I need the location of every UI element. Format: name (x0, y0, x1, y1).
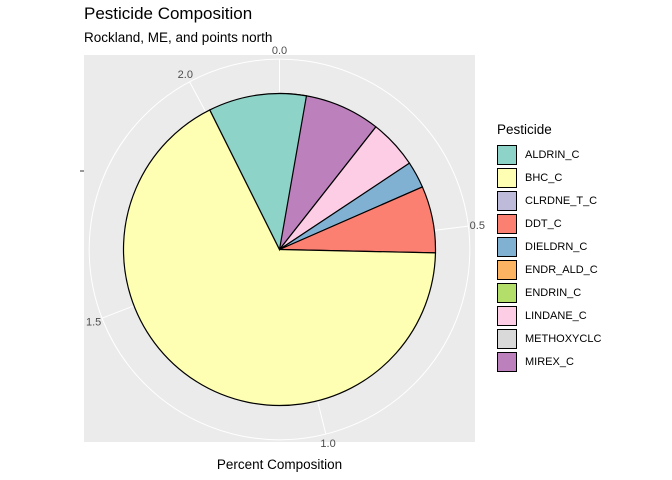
legend-key (497, 259, 517, 280)
tick-label: 1.5 (86, 316, 101, 328)
legend-label: ENDRIN_C (525, 286, 582, 299)
grid-circle (88, 58, 471, 441)
chart-title: Pesticide Composition (84, 4, 253, 23)
legend-item: LINDANE_C (497, 304, 601, 327)
legend-label: MIREX_C (525, 355, 574, 368)
legend-key (497, 351, 517, 372)
legend-key (497, 282, 517, 303)
legend-items: ALDRIN_C BHC_C CLRDNE_T_C DDT_C DIELDRN_C END… (497, 143, 601, 373)
legend: Pesticide ALDRIN_C BHC_C CLRDNE_T_C DDT_C DI… (497, 122, 601, 373)
tick-label: 0.0 (272, 45, 287, 57)
tick-labels: 0.0 0.5 1.0 1.5 2.0 (86, 45, 485, 450)
tick-label: 2.0 (178, 69, 193, 81)
legend-label: DIELDRN_C (525, 240, 588, 253)
legend-key (497, 213, 517, 234)
x-axis-label: Percent Composition (217, 457, 342, 472)
pie-slices (122, 92, 437, 407)
legend-label: METHOXYCLC (525, 332, 602, 345)
legend-item: ALDRIN_C (497, 143, 601, 166)
legend-item: BHC_C (497, 166, 601, 189)
pie-slice-bhc-c (122, 109, 437, 407)
legend-label: CLRDNE_T_C (525, 194, 598, 207)
chart-subtitle: Rockland, ME, and points north (84, 30, 273, 45)
legend-item: ENDRIN_C (497, 281, 601, 304)
legend-key (497, 190, 517, 211)
legend-item: ENDR_ALD_C (497, 258, 601, 281)
legend-key (497, 305, 517, 326)
legend-item: DDT_C (497, 212, 601, 235)
legend-item: METHOXYCLC (497, 327, 601, 350)
legend-label: ALDRIN_C (525, 148, 580, 161)
legend-label: ENDR_ALD_C (525, 263, 598, 276)
legend-label: BHC_C (525, 171, 563, 184)
legend-label: LINDANE_C (525, 309, 587, 322)
legend-key (497, 236, 517, 257)
legend-item: CLRDNE_T_C (497, 189, 601, 212)
legend-key (497, 167, 517, 188)
legend-item: MIREX_C (497, 350, 601, 373)
pie-slice-aldrin-c (208, 92, 308, 252)
legend-title: Pesticide (497, 122, 552, 137)
legend-key (497, 144, 517, 165)
legend-item: DIELDRN_C (497, 235, 601, 258)
legend-key (497, 328, 517, 349)
tick-label: 1.0 (320, 438, 335, 450)
legend-label: DDT_C (525, 217, 562, 230)
tick-label: 0.5 (470, 220, 485, 232)
